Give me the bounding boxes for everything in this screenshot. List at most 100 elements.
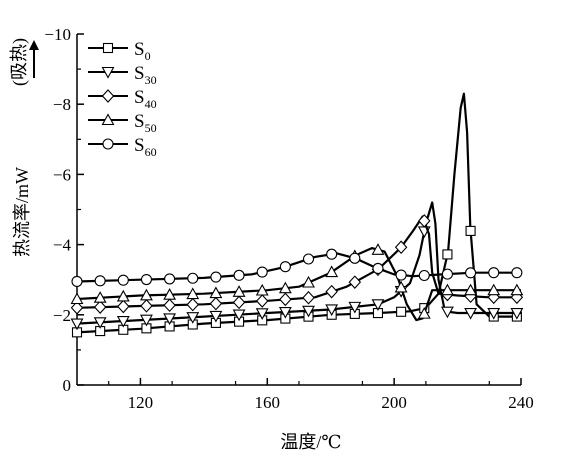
series-point-S60 (279, 261, 291, 273)
series-S40 (70, 214, 524, 315)
series-point-S30 (325, 304, 339, 317)
series-point-S60 (441, 268, 453, 280)
x-tick-label: 160 (255, 393, 281, 412)
y-tick-label: −6 (53, 165, 71, 184)
series-point-S40 (186, 297, 200, 312)
series-point-S50 (440, 283, 454, 296)
series-point-S40 (418, 214, 431, 228)
series-point-S30 (464, 307, 478, 320)
series-point-S60 (233, 269, 245, 281)
series-point-S50 (510, 283, 524, 296)
series-point-S40 (70, 300, 84, 315)
series-point-S30 (255, 308, 269, 320)
endothermic-label: (吸热) (9, 38, 30, 86)
legend-item-S40: S40 (88, 87, 157, 111)
legend-item-S0: S0 (88, 39, 151, 63)
series-point-S30 (510, 307, 524, 320)
series-point-S60 (349, 252, 361, 264)
series-point-S30 (348, 301, 362, 314)
series-layer (70, 92, 524, 338)
series-point-S30 (209, 310, 223, 323)
endothermic-arrow-head (29, 40, 39, 50)
legend-label-base: S (134, 63, 145, 84)
series-point-S60 (256, 266, 268, 278)
legend-label-subscript: 60 (145, 145, 157, 159)
legend-label: S50 (134, 111, 157, 135)
series-point-S0 (465, 225, 476, 236)
legend-item-S30: S30 (88, 63, 157, 87)
y-tick-label: −10 (44, 25, 71, 44)
series-point-S60 (140, 273, 153, 286)
legend-marker (102, 42, 114, 54)
x-axis-label: 温度/℃ (280, 432, 341, 452)
legend-marker (101, 66, 115, 79)
series-point-S50 (116, 289, 130, 302)
series-point-S50 (163, 288, 177, 300)
series-point-S40 (255, 294, 269, 308)
series-point-S40 (279, 292, 292, 307)
legend-label-subscript: 30 (145, 73, 157, 87)
series-point-S40 (117, 299, 130, 314)
series-point-S50 (394, 280, 408, 293)
x-tick-label: 120 (128, 393, 154, 412)
legend-label-subscript: 40 (145, 97, 157, 111)
x-axis-ticks: 120 160 200 240 (108, 378, 534, 412)
legend-marker (101, 113, 115, 126)
series-point-S50 (70, 292, 84, 305)
series-point-S40 (325, 284, 338, 299)
series-point-S60 (210, 271, 222, 283)
series-point-S40 (163, 298, 176, 313)
series-point-S50 (278, 281, 292, 294)
series-point-S60 (71, 275, 83, 288)
series-point-S50 (186, 287, 200, 300)
series-point-S30 (232, 309, 246, 322)
series-point-S0 (396, 306, 407, 317)
series-point-S50 (232, 285, 246, 297)
series-point-S50 (255, 283, 269, 296)
series-point-S40 (232, 295, 246, 310)
series-point-S30 (278, 306, 292, 319)
series-point-S50 (417, 306, 431, 319)
legend-label: S40 (134, 87, 157, 111)
series-point-S40 (93, 300, 107, 314)
series-S60 (71, 248, 523, 288)
series-point-S30 (487, 307, 501, 320)
x-tick-label: 240 (508, 393, 534, 412)
legend-item-S50: S50 (88, 111, 157, 135)
y-tick-label: −4 (53, 236, 72, 255)
series-point-S40 (209, 296, 223, 311)
series-point-S50 (487, 283, 501, 296)
series-point-S60 (326, 248, 338, 260)
series-point-S60 (465, 267, 477, 279)
series-point-S50 (209, 286, 223, 299)
series-point-S60 (117, 274, 129, 286)
series-point-S0 (442, 249, 453, 260)
y-tick-label: −2 (53, 306, 71, 325)
y-axis-ticks: 0 −2 −4 −6 −8 −10 (44, 25, 84, 395)
series-point-S40 (394, 240, 408, 255)
series-point-S30 (163, 313, 177, 326)
y-tick-label: 0 (63, 376, 72, 395)
legend-label: S30 (134, 63, 157, 87)
series-point-S50 (93, 291, 107, 303)
series-point-S60 (418, 269, 430, 282)
legend-label: S60 (134, 135, 157, 159)
series-point-S40 (140, 299, 153, 313)
legend-label-subscript: 0 (145, 49, 151, 63)
series-point-S60 (372, 262, 384, 275)
series-point-S50 (371, 243, 385, 255)
legend-label-subscript: 50 (145, 121, 157, 135)
series-S30 (70, 201, 524, 331)
series-point-S30 (186, 312, 200, 324)
series-point-S50 (140, 288, 153, 301)
series-point-S30 (371, 299, 385, 311)
series-point-S30 (70, 318, 84, 331)
series-point-S50 (325, 265, 339, 278)
legend-item-S60: S60 (88, 135, 157, 159)
y-axis-label: 热流率/mW (12, 167, 32, 257)
series-point-S60 (164, 273, 176, 285)
series-point-S50 (464, 283, 478, 296)
series-point-S60 (94, 275, 106, 287)
